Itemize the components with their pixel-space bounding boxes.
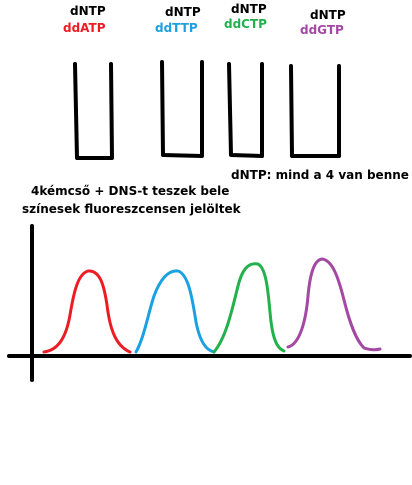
peak-purple bbox=[286, 257, 382, 352]
tube-4-bottom-label: ddGTP bbox=[300, 23, 344, 37]
tube-3-bottom-label: ddCTP bbox=[224, 17, 267, 31]
peak-green bbox=[212, 262, 286, 354]
tube-1 bbox=[73, 62, 114, 160]
peak-red bbox=[42, 269, 132, 354]
tube-1-bottom-label: ddATP bbox=[63, 21, 106, 35]
tube-4 bbox=[289, 64, 341, 158]
description-line-1: 4kémcső + DNS-t teszek bele bbox=[31, 184, 230, 198]
tube-2-top-label: dNTP bbox=[165, 5, 201, 19]
tube-1-top-label: dNTP bbox=[70, 4, 106, 18]
tube-4-top-label: dNTP bbox=[310, 8, 346, 22]
peak-blue bbox=[134, 269, 216, 354]
dntp-note: dNTP: mind a 4 van benne bbox=[231, 168, 409, 182]
tube-2-bottom-label: ddTTP bbox=[155, 21, 198, 35]
description-line-2: színesek fluoreszcensen jelöltek bbox=[22, 202, 241, 216]
tube-3 bbox=[227, 62, 264, 158]
tube-3-top-label: dNTP bbox=[231, 2, 267, 16]
tube-2 bbox=[160, 60, 204, 158]
